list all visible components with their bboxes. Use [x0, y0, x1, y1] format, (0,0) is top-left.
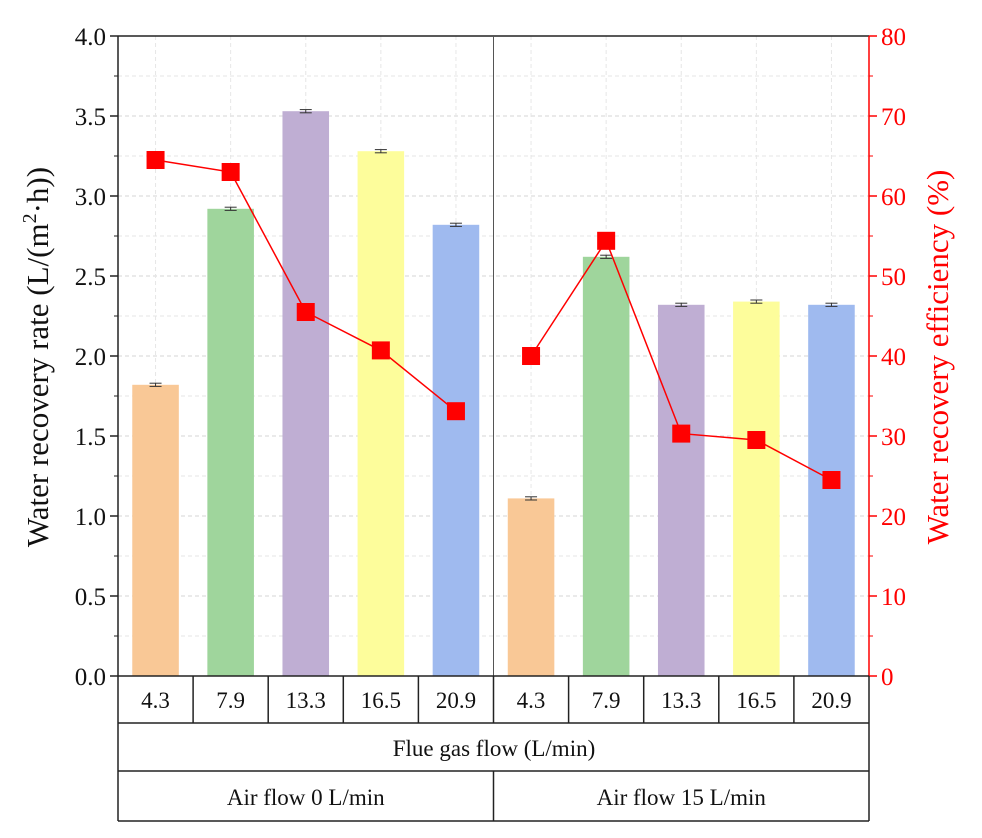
bar-air0-7.9 [207, 208, 254, 677]
right-axis-title: Water recovery efficiency (%) [920, 170, 955, 545]
x-axis-title: Flue gas flow (L/min) [393, 736, 596, 761]
x-group-label: Air flow 0 L/min [227, 785, 385, 810]
x-category-label: 7.9 [592, 688, 621, 713]
left-tick-label: 2.0 [75, 344, 106, 371]
right-tick-label: 20 [881, 504, 906, 531]
right-tick-label: 0 [881, 664, 894, 691]
x-category-label: 16.5 [736, 688, 776, 713]
left-tick-label: 3.0 [75, 184, 106, 211]
bars [132, 111, 855, 677]
left-tick-label: 1.5 [75, 424, 106, 451]
error-bars [149, 109, 838, 501]
right-tick-label: 60 [881, 184, 906, 211]
right-tick-label: 50 [881, 264, 906, 291]
efficiency-marker-6 [597, 231, 616, 250]
efficiency-series [146, 151, 841, 489]
efficiency-marker-4 [446, 402, 465, 421]
left-tick-label: 0.0 [75, 664, 106, 691]
left-tick-label: 2.5 [75, 264, 106, 291]
efficiency-marker-0 [146, 151, 165, 169]
bar-air15-16.5 [733, 301, 780, 676]
right-tick-label: 30 [881, 424, 906, 451]
efficiency-marker-2 [296, 303, 315, 321]
efficiency-marker-1 [221, 163, 240, 181]
bar-air0-20.9 [432, 224, 480, 677]
left-axis: 0.0 0.5 1.0 1.5 2.0 2.5 3.0 3.5 4.0 [75, 24, 118, 691]
left-tick-label: 1.0 [75, 504, 106, 531]
right-tick-label: 40 [881, 344, 906, 371]
left-tick-label: 4.0 [75, 24, 106, 51]
efficiency-marker-9 [822, 471, 841, 489]
x-category-label: 4.3 [517, 688, 546, 713]
x-category-label: 20.9 [811, 688, 851, 713]
left-tick-label: 3.5 [75, 104, 106, 131]
right-tick-label: 10 [881, 584, 906, 611]
efficiency-marker-7 [672, 424, 691, 443]
x-category-label: 4.3 [141, 688, 170, 713]
x-category-label: 13.3 [661, 688, 701, 713]
bar-air15-13.3 [657, 304, 705, 676]
right-tick-label: 70 [881, 104, 906, 131]
x-category-label: 13.3 [286, 688, 326, 713]
x-category-label: 16.5 [361, 688, 401, 713]
bar-air0-4.3 [132, 384, 179, 676]
bar-air0-16.5 [357, 151, 405, 676]
efficiency-marker-3 [371, 341, 390, 360]
efficiency-marker-5 [522, 347, 541, 365]
efficiency-marker-8 [747, 431, 766, 449]
x-group-label: Air flow 15 L/min [597, 785, 767, 810]
right-tick-label: 80 [881, 24, 906, 51]
right-axis: 0 10 20 30 40 50 60 70 80 [869, 24, 906, 691]
bar-air15-7.9 [582, 256, 630, 676]
x-category-label: 7.9 [216, 688, 245, 713]
bar-air15-20.9 [808, 304, 855, 676]
bar-air15-4.3 [507, 498, 555, 676]
bar-air0-13.3 [282, 111, 330, 676]
x-axis-table: 4.3 7.9 13.3 16.5 20.9 Air flow 0 L/min 4.3 7.9… [117, 675, 870, 822]
x-category-label: 20.9 [436, 688, 476, 713]
left-tick-label: 0.5 [75, 584, 106, 611]
left-axis-title: Water recovery rate (L/(m2·h)) [19, 167, 55, 547]
